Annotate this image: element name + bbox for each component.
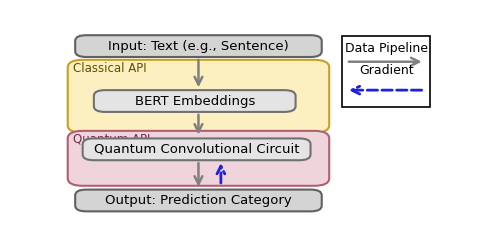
FancyBboxPatch shape <box>75 35 322 57</box>
FancyBboxPatch shape <box>94 90 295 112</box>
FancyBboxPatch shape <box>75 190 322 211</box>
FancyBboxPatch shape <box>67 131 329 186</box>
Text: Data Pipeline: Data Pipeline <box>345 42 428 55</box>
Text: Classical API: Classical API <box>73 62 147 75</box>
Text: Quantum Convolutional Circuit: Quantum Convolutional Circuit <box>94 143 299 156</box>
Text: Input: Text (e.g., Sentence): Input: Text (e.g., Sentence) <box>108 40 289 53</box>
Text: Gradient: Gradient <box>359 64 414 77</box>
FancyBboxPatch shape <box>342 36 430 107</box>
FancyBboxPatch shape <box>83 138 310 160</box>
Text: Output: Prediction Category: Output: Prediction Category <box>105 194 292 207</box>
FancyBboxPatch shape <box>67 60 329 133</box>
Text: Quantum API: Quantum API <box>73 133 151 146</box>
Text: BERT Embeddings: BERT Embeddings <box>134 94 255 108</box>
